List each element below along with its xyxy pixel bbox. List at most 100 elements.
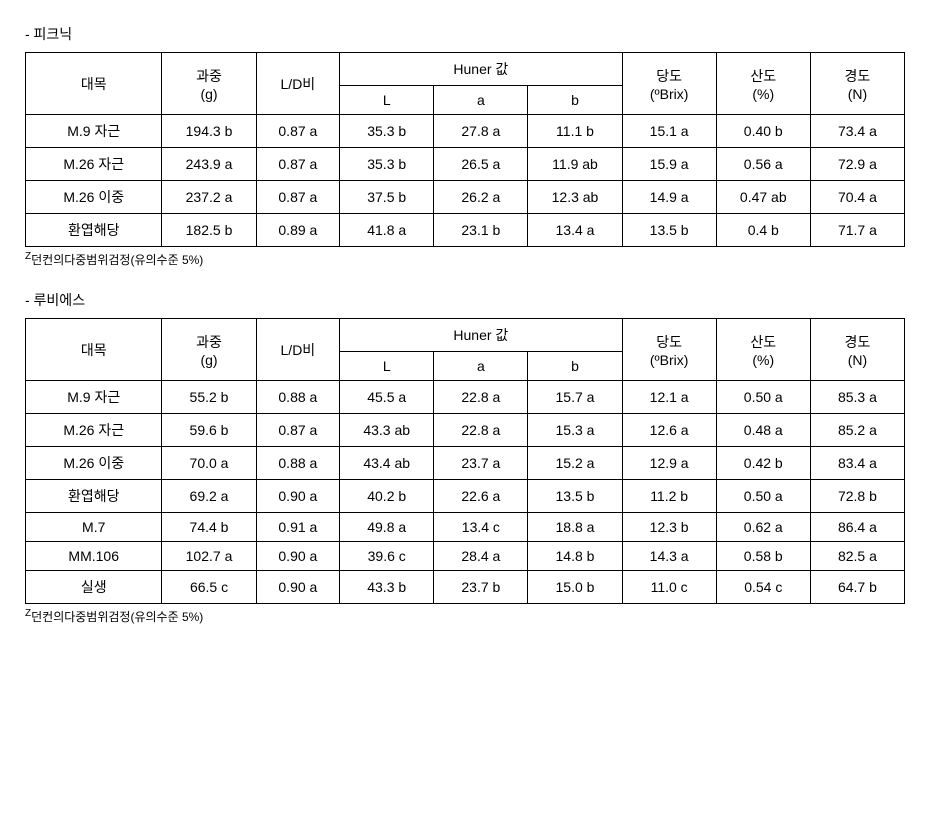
cell-acid: 0.48 a — [716, 414, 810, 447]
cell-rootstock: MM.106 — [26, 542, 162, 571]
th-firm-l1: 경도 — [845, 334, 871, 350]
cell-ld: 0.90 a — [256, 542, 340, 571]
cell-brix: 11.0 c — [622, 571, 716, 604]
cell-acid: 0.58 b — [716, 542, 810, 571]
th-acid-l2: (%) — [752, 352, 774, 368]
cell-brix: 14.9 a — [622, 181, 716, 214]
cell-huner-b: 11.1 b — [528, 115, 622, 148]
cell-weight: 194.3 b — [162, 115, 256, 148]
cell-ld: 0.90 a — [256, 571, 340, 604]
th-rootstock: 대목 — [26, 53, 162, 115]
table-row: 실생66.5 c0.90 a43.3 b23.7 b15.0 b11.0 c0.… — [26, 571, 905, 604]
cell-huner-b: 15.2 a — [528, 447, 622, 480]
cell-brix: 12.3 b — [622, 513, 716, 542]
cell-rootstock: M.26 자근 — [26, 148, 162, 181]
th-brix: 당도 (ºBrix) — [622, 53, 716, 115]
th-weight: 과중 (g) — [162, 53, 256, 115]
cell-weight: 74.4 b — [162, 513, 256, 542]
cell-firm: 70.4 a — [810, 181, 904, 214]
cell-huner-b: 15.3 a — [528, 414, 622, 447]
table1-body: M.9 자근194.3 b0.87 a35.3 b27.8 a11.1 b15.… — [26, 115, 905, 247]
cell-brix: 12.1 a — [622, 381, 716, 414]
th-huner: Huner 값 — [340, 319, 622, 352]
table-row: M.26 자근59.6 b0.87 a43.3 ab22.8 a15.3 a12… — [26, 414, 905, 447]
cell-huner-b: 13.4 a — [528, 214, 622, 247]
cell-rootstock: M.9 자근 — [26, 381, 162, 414]
cell-rootstock: M.26 이중 — [26, 447, 162, 480]
th-rootstock: 대목 — [26, 319, 162, 381]
table-row: M.26 이중237.2 a0.87 a37.5 b26.2 a12.3 ab1… — [26, 181, 905, 214]
th-acid-l1: 산도 — [750, 334, 776, 350]
cell-rootstock: M.26 이중 — [26, 181, 162, 214]
table1-title: - 피크닉 — [25, 24, 915, 44]
cell-ld: 0.91 a — [256, 513, 340, 542]
cell-brix: 15.9 a — [622, 148, 716, 181]
cell-huner-a: 22.8 a — [434, 381, 528, 414]
cell-acid: 0.42 b — [716, 447, 810, 480]
th-weight-l2: (g) — [200, 86, 217, 102]
th-acid: 산도 (%) — [716, 53, 810, 115]
cell-weight: 237.2 a — [162, 181, 256, 214]
th-firm-l2: (N) — [848, 352, 867, 368]
cell-rootstock: 환엽해당 — [26, 214, 162, 247]
cell-firm: 71.7 a — [810, 214, 904, 247]
th-huner-L: L — [340, 86, 434, 115]
cell-huner-a: 13.4 c — [434, 513, 528, 542]
cell-acid: 0.47 ab — [716, 181, 810, 214]
cell-brix: 13.5 b — [622, 214, 716, 247]
cell-firm: 72.9 a — [810, 148, 904, 181]
table2-footnote: Z던컨의다중범위검정(유의수준 5%) — [25, 608, 915, 625]
th-firm-l2: (N) — [848, 86, 867, 102]
cell-acid: 0.54 c — [716, 571, 810, 604]
th-weight: 과중 (g) — [162, 319, 256, 381]
cell-ld: 0.87 a — [256, 414, 340, 447]
table2: 대목 과중 (g) L/D비 Huner 값 당도 (ºBrix) 산도 (%)… — [25, 318, 905, 604]
th-brix-l1: 당도 — [656, 334, 682, 350]
cell-huner-L: 40.2 b — [340, 480, 434, 513]
cell-huner-L: 37.5 b — [340, 181, 434, 214]
th-huner: Huner 값 — [340, 53, 622, 86]
cell-firm: 73.4 a — [810, 115, 904, 148]
cell-weight: 243.9 a — [162, 148, 256, 181]
table-row: 환엽해당69.2 a0.90 a40.2 b22.6 a13.5 b11.2 b… — [26, 480, 905, 513]
cell-acid: 0.62 a — [716, 513, 810, 542]
cell-huner-a: 23.1 b — [434, 214, 528, 247]
table2-title: - 루비에스 — [25, 290, 915, 310]
cell-ld: 0.88 a — [256, 381, 340, 414]
table-row: M.774.4 b0.91 a49.8 a13.4 c18.8 a12.3 b0… — [26, 513, 905, 542]
cell-huner-b: 14.8 b — [528, 542, 622, 571]
cell-weight: 182.5 b — [162, 214, 256, 247]
table-row: 환엽해당182.5 b0.89 a41.8 a23.1 b13.4 a13.5 … — [26, 214, 905, 247]
cell-weight: 59.6 b — [162, 414, 256, 447]
cell-brix: 12.6 a — [622, 414, 716, 447]
cell-huner-L: 43.3 ab — [340, 414, 434, 447]
cell-brix: 15.1 a — [622, 115, 716, 148]
table1: 대목 과중 (g) L/D비 Huner 값 당도 (ºBrix) 산도 (%)… — [25, 52, 905, 247]
cell-huner-b: 13.5 b — [528, 480, 622, 513]
cell-firm: 85.2 a — [810, 414, 904, 447]
th-brix-l1: 당도 — [656, 68, 682, 84]
cell-huner-b: 15.7 a — [528, 381, 622, 414]
cell-huner-L: 35.3 b — [340, 115, 434, 148]
cell-ld: 0.88 a — [256, 447, 340, 480]
cell-ld: 0.87 a — [256, 148, 340, 181]
cell-rootstock: 실생 — [26, 571, 162, 604]
th-brix-l2: (ºBrix) — [650, 352, 689, 368]
table-row: M.9 자근194.3 b0.87 a35.3 b27.8 a11.1 b15.… — [26, 115, 905, 148]
th-brix-l2: (ºBrix) — [650, 86, 689, 102]
cell-firm: 83.4 a — [810, 447, 904, 480]
cell-ld: 0.90 a — [256, 480, 340, 513]
cell-rootstock: M.26 자근 — [26, 414, 162, 447]
cell-ld: 0.87 a — [256, 115, 340, 148]
cell-huner-L: 35.3 b — [340, 148, 434, 181]
cell-huner-b: 12.3 ab — [528, 181, 622, 214]
cell-firm: 85.3 a — [810, 381, 904, 414]
cell-ld: 0.89 a — [256, 214, 340, 247]
th-huner-b: b — [528, 352, 622, 381]
cell-weight: 102.7 a — [162, 542, 256, 571]
th-ld: L/D비 — [256, 53, 340, 115]
th-weight-l1: 과중 — [196, 68, 222, 84]
th-acid-l1: 산도 — [750, 68, 776, 84]
cell-huner-b: 11.9 ab — [528, 148, 622, 181]
table2-body: M.9 자근55.2 b0.88 a45.5 a22.8 a15.7 a12.1… — [26, 381, 905, 604]
